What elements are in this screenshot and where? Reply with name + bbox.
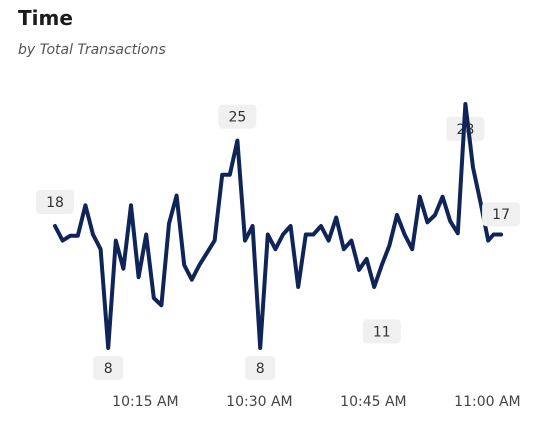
data-label-background — [245, 356, 276, 380]
data-label-text: 25 — [228, 110, 246, 126]
data-label: 18 — [36, 190, 74, 214]
data-label-background — [362, 319, 401, 344]
chart-subtitle: by Total Transactions — [18, 42, 166, 58]
x-tick-label: 11:00 AM — [454, 394, 520, 410]
data-label-text: 17 — [492, 207, 510, 223]
x-tick-label: 10:15 AM — [112, 394, 178, 410]
data-label-text: 11 — [373, 324, 391, 340]
data-label: 11 — [362, 319, 401, 344]
data-label-background — [482, 202, 521, 227]
data-label-background — [93, 356, 124, 380]
chart-title: Time — [18, 6, 73, 30]
data-label-text: 8 — [256, 361, 265, 377]
data-label: 8 — [245, 356, 276, 380]
data-label-background — [36, 190, 74, 214]
series-line-0 — [53, 102, 504, 350]
data-label: 8 — [93, 356, 124, 380]
x-tick-label: 10:45 AM — [340, 394, 406, 410]
x-tick-label: 10:30 AM — [226, 394, 292, 410]
data-label-text: 18 — [46, 195, 64, 211]
data-label: 25 — [218, 104, 257, 129]
data-label-background — [218, 104, 257, 129]
data-label-text: 8 — [104, 361, 113, 377]
data-label: 17 — [482, 202, 521, 227]
